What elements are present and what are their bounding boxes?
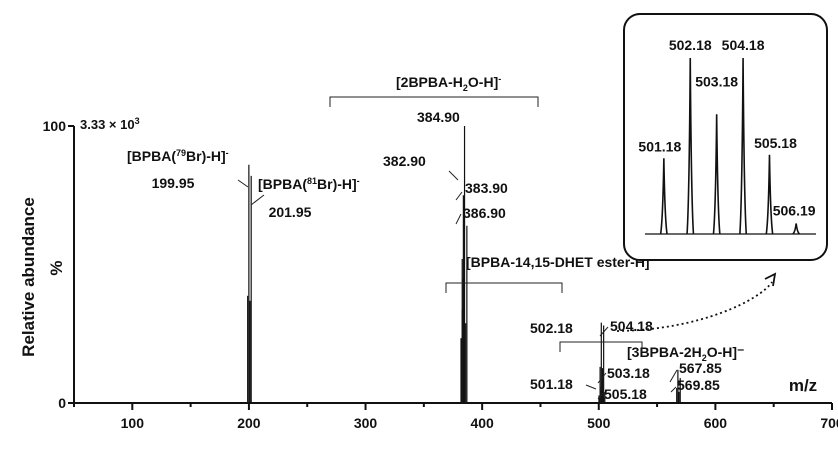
inset-peak-502.18 (686, 57, 695, 235)
y-unit-label: % (47, 260, 66, 275)
y-tick-label-0: 0 (58, 395, 66, 411)
x-axis-unit-label: m/z (789, 376, 817, 395)
peak-label-201.95: 201.95 (269, 204, 312, 220)
leader-501.18 (585, 384, 597, 390)
inset-label-502.18: 502.18 (669, 37, 712, 53)
inset-label-504.18: 504.18 (722, 37, 765, 53)
x-tick-label-400: 400 (470, 415, 494, 431)
peak-label-505.18: 505.18 (604, 386, 647, 402)
leader-383.90 (455, 191, 463, 201)
peak-label-504.18: 504.18 (610, 318, 653, 334)
peak-label-384.90: 384.90 (417, 109, 460, 125)
peak-label-383.90: 383.90 (465, 180, 508, 196)
trimer-bracket (559, 341, 643, 352)
bpba81-annotation: [BPBA(81Br)-H]- (258, 176, 360, 192)
inset-label-501.18: 501.18 (638, 138, 681, 154)
inset-peaks (659, 57, 800, 235)
dhet-annotation: [BPBA-14,15-DHET ester-H]⁻ (466, 254, 657, 270)
inset-peak-506.19 (792, 223, 800, 235)
peak-label-199.95: 199.95 (152, 175, 195, 191)
inset-pointer-arrowhead (764, 272, 777, 287)
leader-382.90 (448, 170, 459, 181)
x-tick-label-200: 200 (237, 415, 261, 431)
dimer-annotation: [2BPBA-H2O-H]- (396, 74, 501, 93)
bpba79-annotation: [BPBA(79Br)-H]- (127, 148, 229, 164)
inset-label-503.18: 503.18 (695, 73, 738, 89)
inset-label-505.18: 505.18 (754, 135, 797, 151)
scale-factor-label: 3.33 × 103 (80, 116, 140, 132)
peak-label-503.18: 503.18 (607, 365, 650, 381)
inset-peak-504.18 (739, 57, 748, 235)
peak-label-386.90: 386.90 (463, 205, 506, 221)
x-axis-ticks (73, 403, 833, 410)
inset-peak-labels: 501.18 502.18 503.18 504.18 505.18 506.19 (638, 37, 815, 218)
inset-peak-503.18 (712, 114, 721, 235)
leader-567.85 (669, 369, 678, 383)
x-tick-label-100: 100 (121, 415, 145, 431)
peak-label-502.18: 502.18 (530, 320, 573, 336)
inset-pointer-arrow (616, 281, 773, 332)
leader-199.95 (237, 179, 249, 188)
leader-503.18 (597, 372, 607, 384)
y-axis-title: Relative abundance (19, 197, 38, 357)
leader-201.95 (250, 194, 265, 206)
x-tick-label-700: 700 (820, 415, 838, 431)
inset-peak-501.18 (659, 158, 668, 235)
x-tick-label-300: 300 (354, 415, 378, 431)
trimer-annotation: [3BPBA-2H2O-H]⁻ (627, 344, 744, 363)
peak-label-567.85: 567.85 (679, 360, 722, 376)
peak-label-569.85: 569.85 (677, 377, 720, 393)
peak-label-382.90: 382.90 (383, 153, 426, 169)
inset-panel (623, 13, 828, 261)
y-tick-label-100: 100 (43, 118, 67, 134)
peak-label-501.18: 501.18 (530, 376, 573, 392)
dhet-bracket (445, 282, 563, 293)
leader-386.90 (455, 213, 462, 225)
x-tick-label-600: 600 (704, 415, 728, 431)
x-tick-label-500: 500 (587, 415, 611, 431)
leader-569.85 (670, 386, 677, 393)
x-axis-tick-labels: 100 200 300 400 500 600 700 (121, 415, 838, 431)
leader-504.18 (599, 326, 609, 337)
inset-peak-505.18 (765, 154, 774, 235)
inset-label-506.19: 506.19 (773, 202, 816, 218)
leader-505.18 (597, 392, 604, 400)
dimer-bracket (329, 96, 539, 107)
